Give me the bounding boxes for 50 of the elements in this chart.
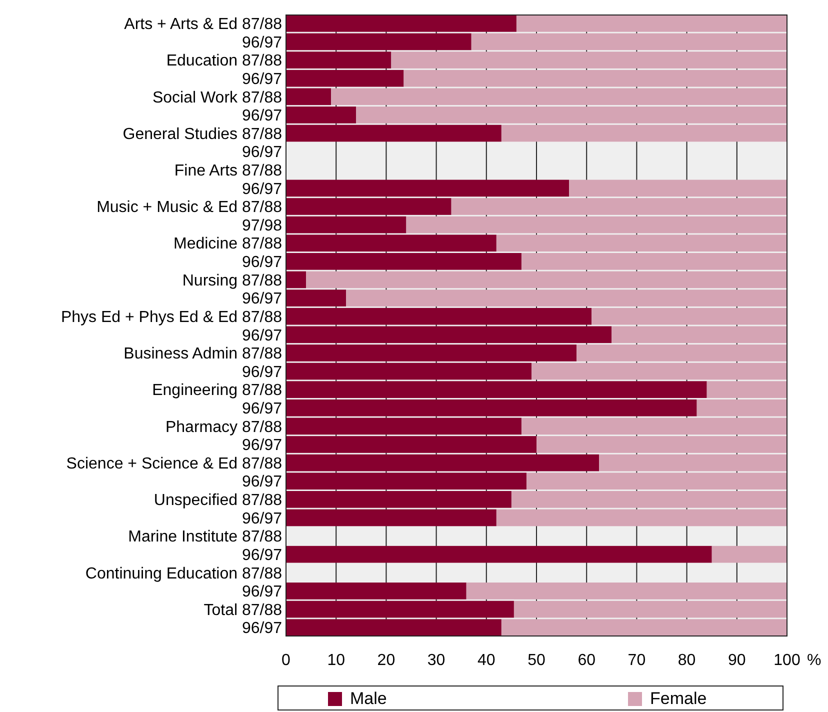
y-tick-label: 96/97 bbox=[242, 364, 282, 381]
y-tick-label: Continuing Education 87/88 bbox=[85, 565, 282, 582]
bar bbox=[286, 546, 712, 563]
y-tick-label: 96/97 bbox=[242, 510, 282, 528]
legend-label: Female bbox=[650, 689, 707, 708]
y-tick-label: 96/97 bbox=[242, 400, 282, 418]
x-tick-label: 90 bbox=[728, 652, 746, 669]
y-tick-label: 96/97 bbox=[242, 180, 282, 198]
x-tick-label: 60 bbox=[578, 652, 596, 669]
y-tick-label: 96/97 bbox=[242, 437, 282, 454]
y-tick-label: 96/97 bbox=[242, 584, 282, 601]
y-tick-label: Phys Ed + Phys Ed & Ed 87/88 bbox=[60, 308, 282, 326]
x-tick-label: 70 bbox=[628, 652, 646, 669]
y-tick-label: 96/97 bbox=[242, 144, 282, 162]
bar bbox=[712, 546, 787, 563]
y-tick-label: Education 87/88 bbox=[166, 52, 282, 70]
y-tick-label: Arts + Arts & Ed 87/88 bbox=[124, 16, 282, 34]
x-tick-label: 40 bbox=[478, 652, 496, 669]
y-tick-label: 96/97 bbox=[242, 108, 282, 125]
y-tick-label: Pharmacy 87/88 bbox=[165, 418, 282, 436]
y-tick-label: Nursing 87/88 bbox=[182, 272, 282, 290]
x-tick-label: 100 bbox=[774, 652, 800, 669]
y-tick-label: Marine Institute 87/88 bbox=[128, 528, 282, 546]
y-tick-label: Total 87/88 bbox=[204, 602, 282, 619]
y-tick-label: 96/97 bbox=[242, 34, 282, 52]
y-tick-label: 96/97 bbox=[242, 620, 282, 638]
y-tick-label: 96/97 bbox=[242, 290, 282, 308]
y-tick-label: General Studies 87/88 bbox=[122, 126, 282, 143]
y-tick-label: 97/98 bbox=[242, 217, 282, 234]
y-tick-label: Medicine 87/88 bbox=[173, 236, 282, 253]
x-tick-label: 0 bbox=[282, 652, 291, 669]
y-tick-label: Engineering 87/88 bbox=[152, 382, 282, 400]
y-tick-label: Unspecified 87/88 bbox=[154, 492, 282, 510]
y-tick-label: Social Work 87/88 bbox=[152, 89, 282, 106]
y-tick-label: 96/97 bbox=[242, 327, 282, 344]
legend-label: Male bbox=[350, 689, 387, 708]
y-tick-label: 96/97 bbox=[242, 474, 282, 491]
x-axis-title: % bbox=[807, 652, 822, 669]
y-tick-label: 96/97 bbox=[242, 70, 282, 88]
x-tick-label: 20 bbox=[377, 652, 396, 669]
y-tick-label: 96/97 bbox=[242, 546, 282, 564]
y-tick-label: Fine Arts 87/88 bbox=[174, 162, 282, 180]
y-tick-label: 96/97 bbox=[242, 254, 282, 272]
x-tick-label: 80 bbox=[678, 652, 696, 669]
x-tick-label: 50 bbox=[528, 652, 546, 669]
y-tick-label: Science + Science & Ed 87/88 bbox=[66, 455, 282, 472]
x-tick-label: 30 bbox=[427, 652, 446, 669]
y-tick-label: Business Admin 87/88 bbox=[124, 346, 282, 363]
y-tick-label: Music + Music & Ed 87/88 bbox=[96, 199, 282, 216]
x-tick-label: 10 bbox=[327, 652, 346, 669]
